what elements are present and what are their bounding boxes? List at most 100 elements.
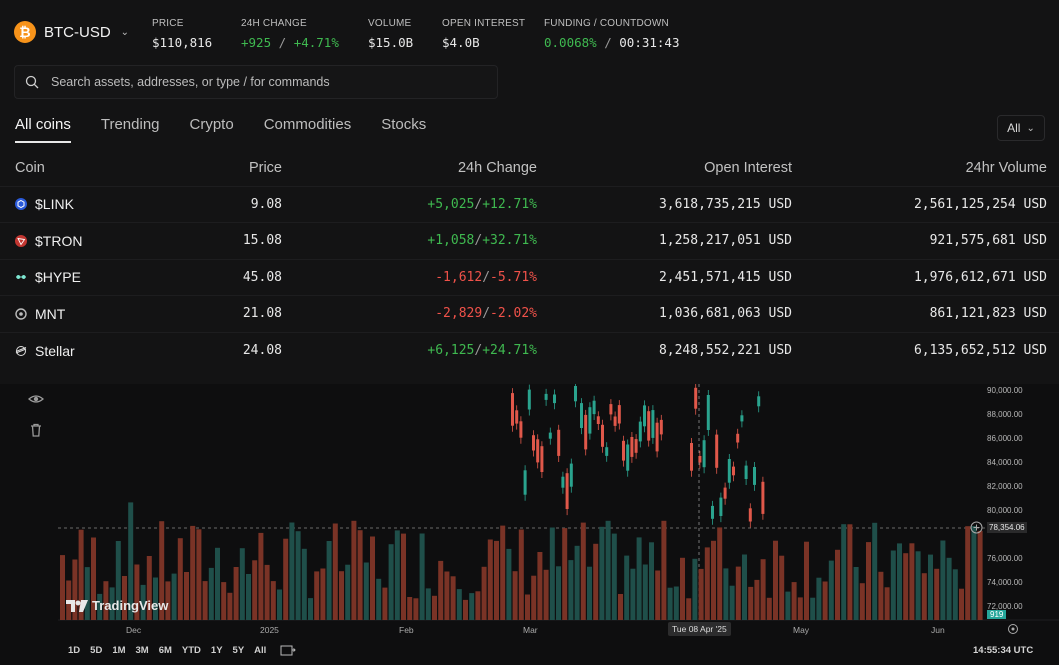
timeframe-ytd[interactable]: YTD: [181, 644, 201, 656]
column-header-coin[interactable]: Coin: [15, 159, 45, 176]
timeframe-1d[interactable]: 1D: [68, 644, 81, 656]
stat-label: PRICE: [152, 18, 184, 29]
candle-body: [698, 456, 702, 463]
candle-body: [727, 459, 731, 483]
change-absolute: +1,058: [427, 233, 475, 249]
stat-value: $4.0B: [442, 35, 480, 50]
volume-bar: [698, 568, 704, 620]
volume-bar: [227, 592, 233, 620]
volume-bar: [649, 542, 654, 620]
candle-body: [515, 410, 519, 424]
change-percent: -5.71%: [490, 269, 537, 285]
volume-bar: [673, 586, 679, 620]
month-label: Dec: [126, 625, 142, 635]
volume-bar: [177, 538, 183, 620]
hype-icon: [15, 271, 27, 283]
timeframe-1m[interactable]: 1M: [112, 644, 126, 656]
price-cell: 15.08: [150, 222, 282, 259]
table-row[interactable]: Stellar 24.08 +6,125/+24.71% 8,248,552,2…: [0, 331, 1059, 369]
table-row[interactable]: $TRON 15.08 +1,058/+32.71% 1,258,217,051…: [0, 222, 1059, 259]
timeframe-5y[interactable]: 5Y: [232, 644, 245, 656]
volume-bar: [494, 540, 499, 620]
volume-bar: [952, 569, 958, 620]
volume-bar: [785, 591, 791, 620]
volume-bar: [921, 573, 927, 620]
tab-all-coins[interactable]: All coins: [15, 116, 71, 143]
column-header-price[interactable]: Price: [248, 159, 282, 176]
timeframe-all[interactable]: All: [254, 644, 267, 656]
volume-bar: [878, 571, 884, 620]
volume-bar: [363, 562, 369, 620]
volume-bar: [890, 550, 896, 620]
volume-bar: [153, 577, 158, 620]
price-tick-label: 84,000.00: [987, 458, 1023, 467]
candle-body: [630, 437, 634, 457]
volume-bar: [971, 526, 977, 620]
search-icon: [25, 75, 39, 89]
volume-bar: [72, 559, 78, 620]
volume-bar: [122, 576, 127, 620]
candle-body: [613, 416, 617, 426]
volume-bar: [748, 586, 754, 620]
volume-bar: [593, 543, 599, 620]
timeframe-3m[interactable]: 3M: [135, 644, 149, 656]
date-range-icon[interactable]: [280, 644, 297, 656]
column-header-open-interest[interactable]: Open Interest: [704, 159, 792, 176]
stat-value: 0.0068% / 00:31:43: [544, 35, 680, 50]
candle-body: [565, 473, 569, 509]
tab-stocks[interactable]: Stocks: [381, 116, 427, 133]
candle-body: [561, 476, 565, 488]
table-row[interactable]: $HYPE 45.08 -1,612/-5.71% 2,451,571,415 …: [0, 258, 1059, 296]
trash-icon[interactable]: [28, 422, 44, 438]
stat-price: PRICE $110,816: [152, 18, 212, 50]
price-tick-label: 82,000.00: [987, 482, 1023, 491]
settings-icon[interactable]: [1007, 623, 1019, 635]
coin-name: $TRON: [35, 232, 83, 249]
volume-bar: [239, 548, 245, 620]
stat-label: OPEN INTEREST: [442, 18, 526, 29]
change-cell: -2,829/-2.02%: [282, 295, 537, 332]
volume-bar: [704, 547, 710, 620]
volume-bar: [866, 542, 871, 620]
candle-body: [647, 411, 651, 441]
stat-label: 24H CHANGE: [241, 18, 307, 29]
volume-bar: [345, 564, 351, 620]
timeframe-1y[interactable]: 1Y: [210, 644, 223, 656]
tab-commodities[interactable]: Commodities: [263, 116, 352, 133]
volume-cell: 861,121,823 USD: [792, 295, 1059, 332]
candle-body: [540, 446, 544, 472]
search-bar[interactable]: [14, 65, 498, 99]
eye-icon[interactable]: [28, 391, 44, 407]
candle-body: [711, 505, 714, 519]
ticker-selector[interactable]: ₿ BTC-USD ⌄: [14, 21, 129, 43]
tab-trending[interactable]: Trending: [100, 116, 160, 133]
column-header-24h-change[interactable]: 24h Change: [457, 159, 537, 176]
volume-bar: [810, 597, 816, 620]
coin-cell: $TRON: [0, 222, 150, 259]
price-tick-label: 88,000.00: [987, 410, 1023, 419]
volume-bar: [419, 533, 425, 620]
candle-body: [757, 396, 761, 407]
volume-bar: [512, 571, 518, 620]
volume-bar: [326, 541, 332, 620]
price-cell: 21.08: [150, 295, 282, 332]
volume-bar: [128, 502, 134, 620]
candle-body: [706, 395, 710, 430]
search-input[interactable]: [51, 75, 491, 89]
filter-dropdown[interactable]: All ⌄: [997, 115, 1045, 141]
price-cell: 24.08: [150, 331, 282, 369]
volume-bar: [339, 571, 344, 620]
volume-bar: [853, 567, 859, 620]
column-header-24hr-volume[interactable]: 24hr Volume: [965, 159, 1047, 176]
timeframe-5d[interactable]: 5D: [90, 644, 103, 656]
volume-bar: [84, 567, 90, 620]
table-row[interactable]: $LINK 9.08 +5,025/+12.71% 3,618,735,215 …: [0, 185, 1059, 223]
add-alert-icon[interactable]: [970, 521, 983, 534]
volume-bar: [394, 530, 400, 620]
tab-crypto[interactable]: Crypto: [189, 116, 234, 133]
table-row[interactable]: MNT 21.08 -2,829/-2.02% 1,036,681,063 US…: [0, 295, 1059, 332]
month-label: Feb: [399, 625, 414, 635]
timeframe-6m[interactable]: 6M: [158, 644, 172, 656]
coin-name: $LINK: [35, 196, 74, 213]
